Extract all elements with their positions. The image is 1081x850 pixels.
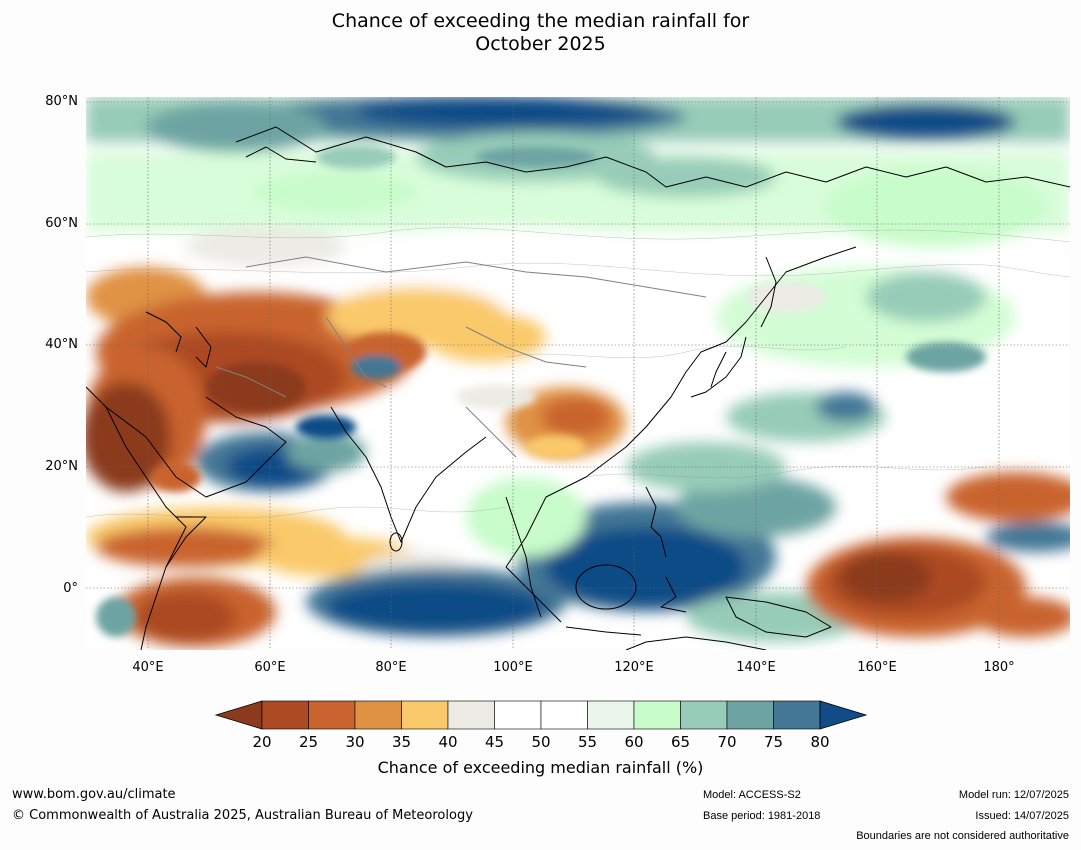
legend-tick-label: 45 (484, 733, 505, 751)
legend-swatch (494, 700, 542, 730)
legend-tick-label: 30 (345, 733, 365, 751)
footer-base-period: Base period: 1981-2018 (703, 810, 821, 822)
legend-swatch (354, 700, 402, 730)
map-canvas (86, 97, 1070, 650)
legend-tick-label: 75 (763, 733, 784, 751)
legend-tick-label: 70 (717, 733, 737, 751)
footer-copyright: © Commonwealth of Australia 2025, Austra… (12, 808, 473, 823)
legend-tick-label: 65 (670, 733, 691, 751)
contour-lines (86, 227, 1070, 519)
legend-swatch (633, 700, 681, 730)
legend-swatch (587, 700, 635, 730)
map-title: Chance of exceeding the median rainfall … (0, 10, 1081, 56)
legend-swatch (447, 700, 495, 730)
lat-label-20n: 20°N (45, 459, 78, 474)
probability-field (86, 97, 1070, 647)
country-boundaries (215, 256, 707, 458)
lon-label-140e: 140°E (736, 660, 776, 675)
legend-swatch (680, 700, 728, 730)
lon-label-100e: 100°E (493, 660, 533, 675)
legend-tick-label: 35 (391, 733, 412, 751)
coastlines (86, 126, 1070, 650)
legend-swatch (773, 700, 821, 730)
title-line-1: Chance of exceeding the median rainfall … (331, 10, 750, 32)
lon-label-40e: 40°E (132, 660, 164, 675)
legend-arrow-high (819, 700, 868, 730)
legend-tick-label: 55 (577, 733, 598, 751)
footer-model-run: Model run: 12/07/2025 (958, 789, 1069, 801)
legend-tick-label: 50 (531, 733, 551, 751)
lon-label-180: 180° (983, 660, 1015, 675)
footer-issued: Issued: 14/07/2025 (975, 810, 1069, 822)
legend-swatch (401, 700, 449, 730)
lon-label-80e: 80°E (375, 660, 407, 675)
legend-tick-label: 25 (298, 733, 319, 751)
rainfall-outlook-map (86, 97, 1070, 650)
legend-swatch (261, 700, 309, 730)
lat-label-60n: 60°N (45, 216, 78, 231)
lat-label-0: 0° (63, 581, 78, 596)
lon-label-120e: 120°E (614, 660, 654, 675)
legend-tick-label: 40 (438, 733, 458, 751)
legend-swatch (308, 700, 356, 730)
title-line-2: October 2025 (475, 33, 606, 55)
legend-arrow-low (214, 700, 263, 730)
legend-tick-label: 80 (810, 733, 830, 751)
legend-title: Chance of exceeding median rainfall (%) (377, 758, 704, 777)
footer-url: www.bom.gov.au/climate (12, 787, 176, 802)
legend-swatch (726, 700, 774, 730)
probability-detail (96, 145, 986, 637)
footer-disclaimer: Boundaries are not considered authoritat… (856, 830, 1069, 842)
legend-tick-label: 20 (252, 733, 272, 751)
lon-label-60e: 60°E (254, 660, 286, 675)
legend-tick-label: 60 (624, 733, 644, 751)
lon-label-160e: 160°E (857, 660, 897, 675)
legend-colorbar (214, 700, 868, 730)
lat-label-80n: 80°N (45, 94, 78, 109)
footer-model: Model: ACCESS-S2 (703, 789, 801, 801)
lat-label-40n: 40°N (45, 337, 78, 352)
graticule (86, 97, 1070, 650)
legend-swatch (540, 700, 588, 730)
